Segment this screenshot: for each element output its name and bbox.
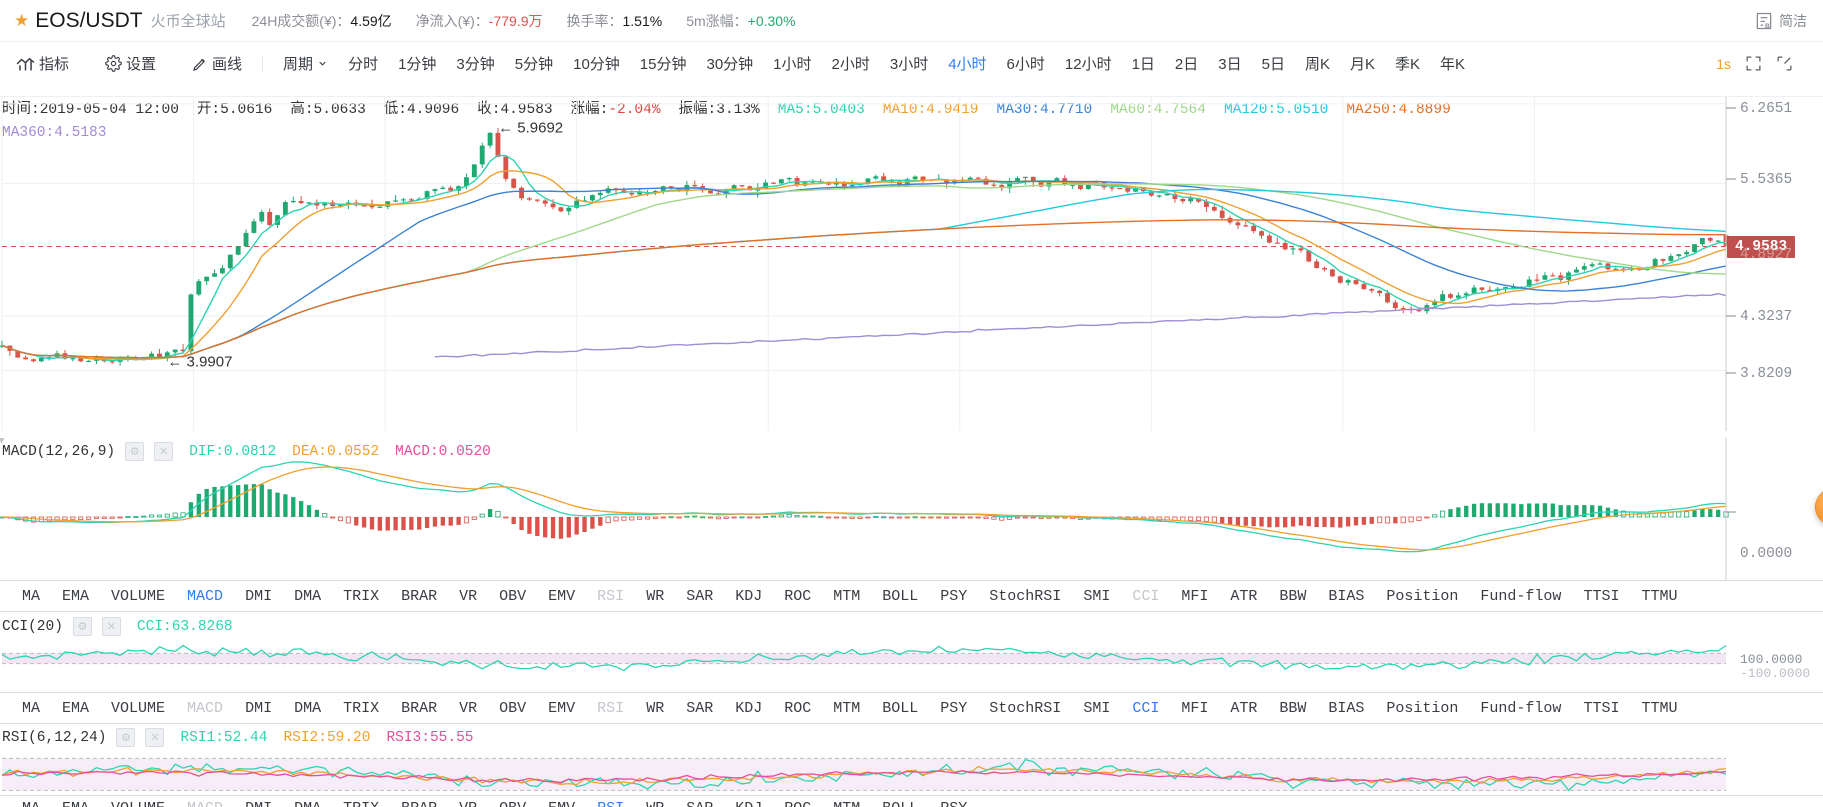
svg-text:B: B xyxy=(1765,22,1770,29)
